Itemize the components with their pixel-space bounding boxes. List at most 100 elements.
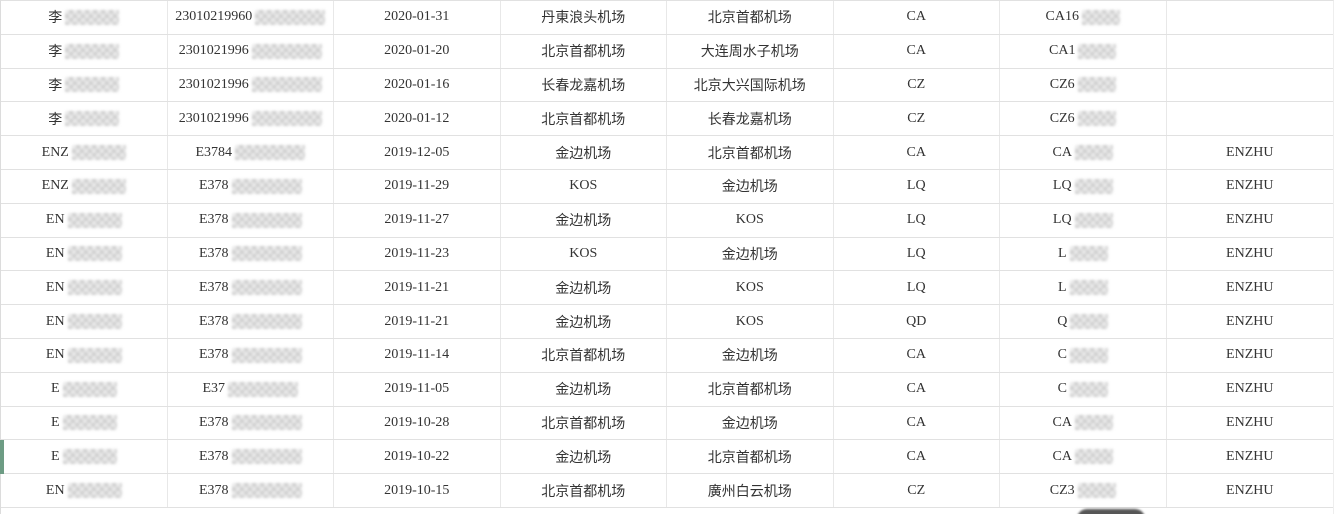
cell-flight-number[interactable]: L — [1000, 271, 1167, 305]
cell-arrival-airport[interactable]: KOS — [667, 305, 834, 338]
cell-flight-number[interactable]: Q — [1000, 305, 1167, 338]
cell-flight-date[interactable]: 2019-11-21 — [334, 271, 501, 305]
cell-flight-number[interactable]: CZ6 — [1000, 68, 1167, 102]
cell-document-id[interactable]: 2301021996 — [168, 34, 334, 68]
cell-arrival-airport[interactable]: 北京首都机场 — [667, 136, 834, 169]
cell-airline-code[interactable]: CA — [834, 34, 1000, 68]
cell-arrival-airport[interactable]: 北京首都机场 — [667, 372, 834, 406]
cell-flight-number[interactable]: L — [1000, 237, 1167, 271]
cell-airline-code[interactable]: CA — [834, 338, 1000, 372]
cell-flight-date[interactable]: 2019-11-21 — [334, 305, 501, 338]
cell-passenger-name[interactable]: 李 — [1, 102, 168, 136]
cell-document-id[interactable]: E378 — [168, 440, 334, 474]
cell-flight-date[interactable]: 2019-11-05 — [334, 372, 501, 406]
table-row[interactable]: E E37 2019-11-05 金边机场 北京首都机场 CA C ENZHU — [1, 372, 1334, 407]
cell-document-id[interactable]: E378 — [168, 474, 334, 507]
cell-arrival-airport[interactable]: 大连周水子机场 — [667, 34, 834, 68]
cell-document-id[interactable]: E3784 — [168, 136, 334, 169]
table-row[interactable]: 李 2301021996 2020-01-20 北京首都机场 大连周水子机场 C… — [1, 34, 1334, 69]
cell-flight-number[interactable]: CZ6 — [1000, 102, 1167, 136]
table-row[interactable]: EN E378 2019-11-27 金边机场 KOS LQ LQ ENZHU — [1, 203, 1334, 238]
cell-arrival-airport[interactable]: 金边机场 — [667, 338, 834, 372]
cell-departure-airport[interactable]: 金边机场 — [501, 136, 667, 169]
cell-tag[interactable] — [1167, 35, 1334, 68]
cell-document-id[interactable]: 2301021996 — [168, 102, 334, 136]
cell-flight-date[interactable]: 2019-11-29 — [334, 169, 501, 203]
cell-flight-date[interactable]: 2019-10-22 — [334, 440, 501, 474]
cell-departure-airport[interactable]: 金边机场 — [501, 271, 667, 305]
table-row[interactable]: 李 2301021996 2020-01-12 北京首都机场 长春龙嘉机场 CZ… — [1, 102, 1334, 137]
cell-passenger-name[interactable]: ENZ — [1, 136, 168, 169]
cell-flight-number[interactable]: CA — [1000, 440, 1167, 474]
cell-passenger-name[interactable]: EN — [1, 305, 168, 338]
cell-tag[interactable]: ENZHU — [1167, 238, 1334, 271]
table-row[interactable]: E E378 2019-10-28 北京首都机场 金边机场 CA CA ENZH… — [1, 406, 1334, 441]
cell-departure-airport[interactable]: 北京首都机场 — [501, 406, 667, 440]
cell-flight-date[interactable]: 2019-11-14 — [334, 338, 501, 372]
cell-flight-date[interactable]: 2020-01-31 — [334, 1, 501, 34]
cell-tag[interactable] — [1167, 69, 1334, 102]
table-row[interactable]: EN E378 2019-11-14 北京首都机场 金边机场 CA C ENZH… — [1, 338, 1334, 373]
cell-tag[interactable]: ENZHU — [1167, 339, 1334, 372]
cell-flight-number[interactable]: CA16 — [1000, 1, 1167, 34]
table-row[interactable]: EN E378 2019-11-21 金边机场 KOS QD Q ENZHU — [1, 305, 1333, 339]
table-row[interactable]: E E378 2019-10-22 金边机场 北京首都机场 CA CA ENZH… — [0, 440, 1334, 475]
cell-arrival-airport[interactable]: KOS — [667, 271, 834, 305]
cell-tag[interactable]: ENZHU — [1167, 136, 1334, 169]
cell-tag[interactable]: ENZHU — [1167, 373, 1334, 406]
cell-flight-number[interactable]: LQ — [1000, 203, 1167, 237]
cell-document-id[interactable]: E378 — [168, 305, 334, 338]
cell-airline-code[interactable]: CZ — [834, 68, 1000, 102]
table-row[interactable]: ENZ E3784 2019-12-05 金边机场 北京首都机场 CA CA E… — [1, 136, 1333, 170]
cell-document-id[interactable]: E378 — [168, 237, 334, 271]
cell-flight-number[interactable]: C — [1000, 338, 1167, 372]
cell-tag[interactable]: ENZHU — [1167, 271, 1334, 304]
cell-arrival-airport[interactable]: 金边机场 — [667, 237, 834, 271]
cell-passenger-name[interactable]: E — [1, 406, 168, 440]
cell-tag[interactable]: ENZHU — [1167, 474, 1334, 507]
cell-arrival-airport[interactable]: KOS — [667, 203, 834, 237]
cell-airline-code[interactable]: CA — [834, 1, 1000, 34]
cell-airline-code[interactable]: CA — [834, 406, 1000, 440]
cell-flight-number[interactable]: CA — [1000, 136, 1167, 169]
cell-flight-number[interactable]: CA — [1000, 406, 1167, 440]
cell-document-id[interactable]: 23010219960 — [168, 1, 334, 34]
cell-passenger-name[interactable]: E — [1, 372, 168, 406]
cell-passenger-name[interactable]: E — [1, 440, 168, 474]
cell-departure-airport[interactable]: 金边机场 — [501, 203, 667, 237]
cell-airline-code[interactable]: LQ — [834, 169, 1000, 203]
cell-tag[interactable]: ENZHU — [1167, 407, 1334, 440]
cell-tag[interactable]: ENZHU — [1167, 204, 1334, 237]
cell-arrival-airport[interactable]: 北京大兴国际机场 — [667, 68, 834, 102]
cell-flight-date[interactable]: 2020-01-20 — [334, 34, 501, 68]
cell-tag[interactable] — [1167, 102, 1334, 135]
cell-departure-airport[interactable]: KOS — [501, 237, 667, 271]
cell-arrival-airport[interactable]: 北京首都机场 — [667, 1, 834, 34]
cell-passenger-name[interactable]: EN — [1, 338, 168, 372]
cell-document-id[interactable]: E378 — [168, 203, 334, 237]
cell-airline-code[interactable]: CA — [834, 136, 1000, 169]
cell-passenger-name[interactable]: EN — [1, 271, 168, 305]
cell-passenger-name[interactable]: 李 — [1, 68, 168, 102]
cell-tag[interactable]: ENZHU — [1167, 305, 1334, 338]
cell-departure-airport[interactable]: 北京首都机场 — [501, 34, 667, 68]
cell-departure-airport[interactable]: 北京首都机场 — [501, 102, 667, 136]
cell-passenger-name[interactable]: EN — [1, 237, 168, 271]
cell-flight-date[interactable]: 2019-11-27 — [334, 203, 501, 237]
cell-tag[interactable]: ENZHU — [1167, 440, 1334, 473]
cell-airline-code[interactable]: LQ — [834, 203, 1000, 237]
cell-document-id[interactable]: E378 — [168, 338, 334, 372]
cell-flight-date[interactable]: 2020-01-16 — [334, 68, 501, 102]
cell-flight-date[interactable]: 2019-10-28 — [334, 406, 501, 440]
cell-passenger-name[interactable]: EN — [1, 474, 168, 507]
cell-departure-airport[interactable]: 长春龙嘉机场 — [501, 68, 667, 102]
cell-passenger-name[interactable]: ENZ — [1, 169, 168, 203]
cell-departure-airport[interactable]: 丹東浪头机场 — [501, 1, 667, 34]
table-row[interactable]: EN E378 2019-11-21 金边机场 KOS LQ L ENZHU — [1, 271, 1334, 306]
cell-flight-date[interactable]: 2019-12-05 — [334, 136, 501, 169]
cell-flight-number[interactable]: CZ3 — [1000, 474, 1167, 507]
cell-airline-code[interactable]: CA — [834, 440, 1000, 474]
cell-airline-code[interactable]: CZ — [834, 102, 1000, 136]
cell-departure-airport[interactable]: 金边机场 — [501, 440, 667, 474]
cell-flight-number[interactable]: CA1 — [1000, 34, 1167, 68]
